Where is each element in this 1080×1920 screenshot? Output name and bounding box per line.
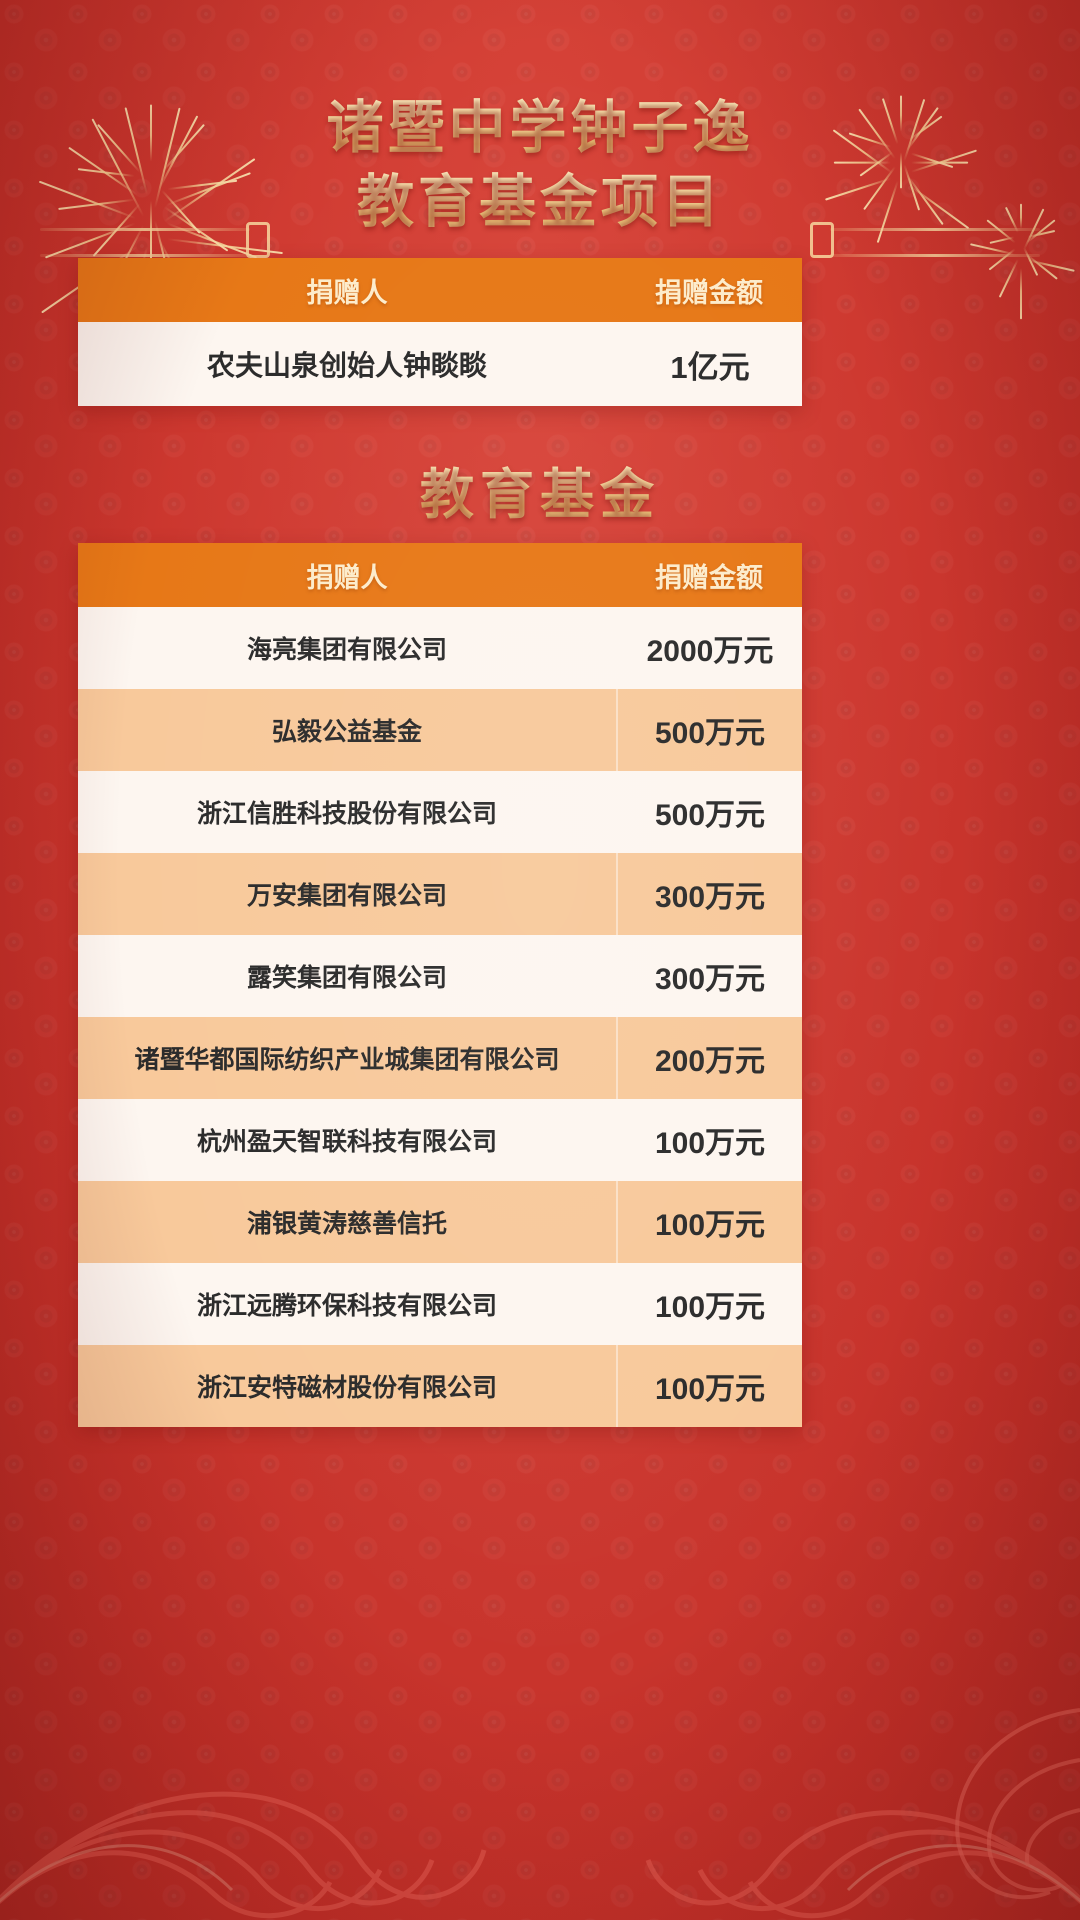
- main-table-body: 海亮集团有限公司 2000万元 弘毅公益基金 500万元 浙江信胜科技股份有限公司 500…: [78, 607, 802, 1427]
- cell-donor: 弘毅公益基金: [271, 718, 422, 746]
- column-header-amount: 捐赠金额: [655, 562, 763, 593]
- table-row: 露笑集团有限公司 300万元: [78, 935, 802, 1017]
- cell-donor: 浙江信胜科技股份有限公司: [196, 800, 497, 828]
- cell-donor: 万安集团有限公司: [246, 882, 447, 910]
- table-row: 农夫山泉创始人钟睒睒 1亿元: [78, 322, 802, 406]
- column-header-amount: 捐赠金额: [655, 277, 763, 308]
- cell-amount: 300万元: [616, 853, 802, 935]
- title-line-2: 教育基金项目: [0, 166, 1080, 240]
- cell-donor: 露笑集团有限公司: [246, 964, 447, 992]
- table-row: 万安集团有限公司 300万元: [78, 853, 802, 935]
- cell-donor: 农夫山泉创始人钟睒睒: [206, 350, 487, 381]
- cell-donor: 浦银黄涛慈善信托: [246, 1210, 447, 1238]
- cell-donor: 诸暨华都国际纺织产业城集团有限公司: [134, 1046, 560, 1074]
- column-header-donor: 捐赠人: [306, 277, 388, 308]
- table-row: 诸暨华都国际纺织产业城集团有限公司 200万元: [78, 1017, 802, 1099]
- cell-amount: 300万元: [654, 963, 766, 996]
- cell-amount: 2000万元: [646, 635, 774, 668]
- wave-ornament-icon: [0, 1791, 1080, 1919]
- cell-amount: 100万元: [654, 1127, 766, 1160]
- cell-amount: 100万元: [616, 1181, 802, 1263]
- main-donation-table: 捐赠人 捐赠金额 海亮集团有限公司 2000万元 弘毅公益基金 500万元 浙江信胜科技…: [78, 543, 802, 1427]
- title-line-1: 诸暨中学钟子逸: [0, 92, 1080, 166]
- top-table-body: 农夫山泉创始人钟睒睒 1亿元: [78, 322, 802, 406]
- cell-amount: 100万元: [654, 1291, 766, 1324]
- top-donation-table: 捐赠人 捐赠金额 农夫山泉创始人钟睒睒 1亿元: [78, 258, 802, 406]
- cell-donor: 浙江安特磁材股份有限公司: [196, 1374, 497, 1402]
- table-row: 弘毅公益基金 500万元: [78, 689, 802, 771]
- table-row: 浙江远腾环保科技有限公司 100万元: [78, 1263, 802, 1345]
- cell-amount: 1亿元: [670, 349, 750, 385]
- section-title: 教育基金: [0, 450, 1080, 529]
- cell-amount: 500万元: [616, 689, 802, 771]
- cell-amount: 200万元: [616, 1017, 802, 1099]
- column-header-donor: 捐赠人: [306, 562, 388, 593]
- page-title: 诸暨中学钟子逸 教育基金项目: [0, 92, 1080, 240]
- cell-amount: 500万元: [654, 799, 766, 832]
- table-row: 杭州盈天智联科技有限公司 100万元: [78, 1099, 802, 1181]
- table-row: 浙江信胜科技股份有限公司 500万元: [78, 771, 802, 853]
- table-header-row: 捐赠人 捐赠金额: [78, 543, 802, 607]
- table-row: 海亮集团有限公司 2000万元: [78, 607, 802, 689]
- table-row: 浦银黄涛慈善信托 100万元: [78, 1181, 802, 1263]
- cell-donor: 杭州盈天智联科技有限公司: [196, 1128, 497, 1156]
- cell-amount: 100万元: [616, 1345, 802, 1427]
- cell-donor: 海亮集团有限公司: [246, 636, 447, 664]
- corner-swirl-icon: [955, 1708, 1080, 1900]
- cell-donor: 浙江远腾环保科技有限公司: [196, 1292, 497, 1320]
- table-header-row: 捐赠人 捐赠金额: [78, 258, 802, 322]
- table-row: 浙江安特磁材股份有限公司 100万元: [78, 1345, 802, 1427]
